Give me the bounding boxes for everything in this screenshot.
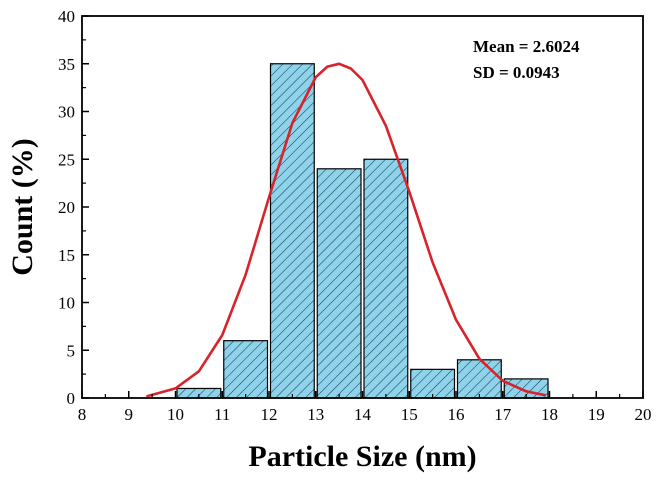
annotation-sd: SD = 0.0943 [473,63,560,82]
histogram-bar [223,340,269,399]
fit-curve-layer [146,62,547,398]
histogram-bar [316,168,362,399]
x-tick-label: 18 [541,405,558,424]
y-tick-label: 5 [67,341,76,360]
x-tick-label: 12 [261,405,278,424]
bars-layer [176,63,549,399]
x-tick-label: 20 [635,405,652,424]
histogram-bar [410,368,456,399]
x-tick-label: 19 [588,405,605,424]
tick-labels-layer: 8 9 10 11 12 13 14 15 16 17 18 19 20 0 5 10 15 20 25 30 35 40 [58,7,652,424]
x-tick-label: 8 [78,405,87,424]
x-tick-label: 15 [401,405,418,424]
ticks-layer [81,15,644,399]
y-tick-label: 10 [58,294,75,313]
annotation-mean: Mean = 2.6024 [473,37,580,56]
gaussian-fit-curve [146,62,547,398]
y-tick-label: 35 [58,55,75,74]
y-axis-title: Count (%) [6,138,39,276]
histogram-bar [363,158,409,399]
y-tick-label: 30 [58,103,75,122]
y-tick-label: 40 [58,7,75,26]
x-axis-title: Particle Size (nm) [248,440,476,473]
x-tick-label: 11 [214,405,230,424]
y-tick-label: 15 [58,246,75,265]
histogram-bar [269,63,315,399]
x-tick-label: 9 [125,405,134,424]
x-tick-label: 10 [167,405,184,424]
x-tick-label: 17 [494,405,512,424]
histogram-bar [456,359,502,399]
x-tick-label: 14 [354,405,372,424]
y-tick-label: 0 [67,389,76,408]
y-tick-label: 20 [58,198,75,217]
y-tick-label: 25 [58,150,75,169]
x-tick-label: 13 [307,405,324,424]
x-tick-label: 16 [448,405,465,424]
